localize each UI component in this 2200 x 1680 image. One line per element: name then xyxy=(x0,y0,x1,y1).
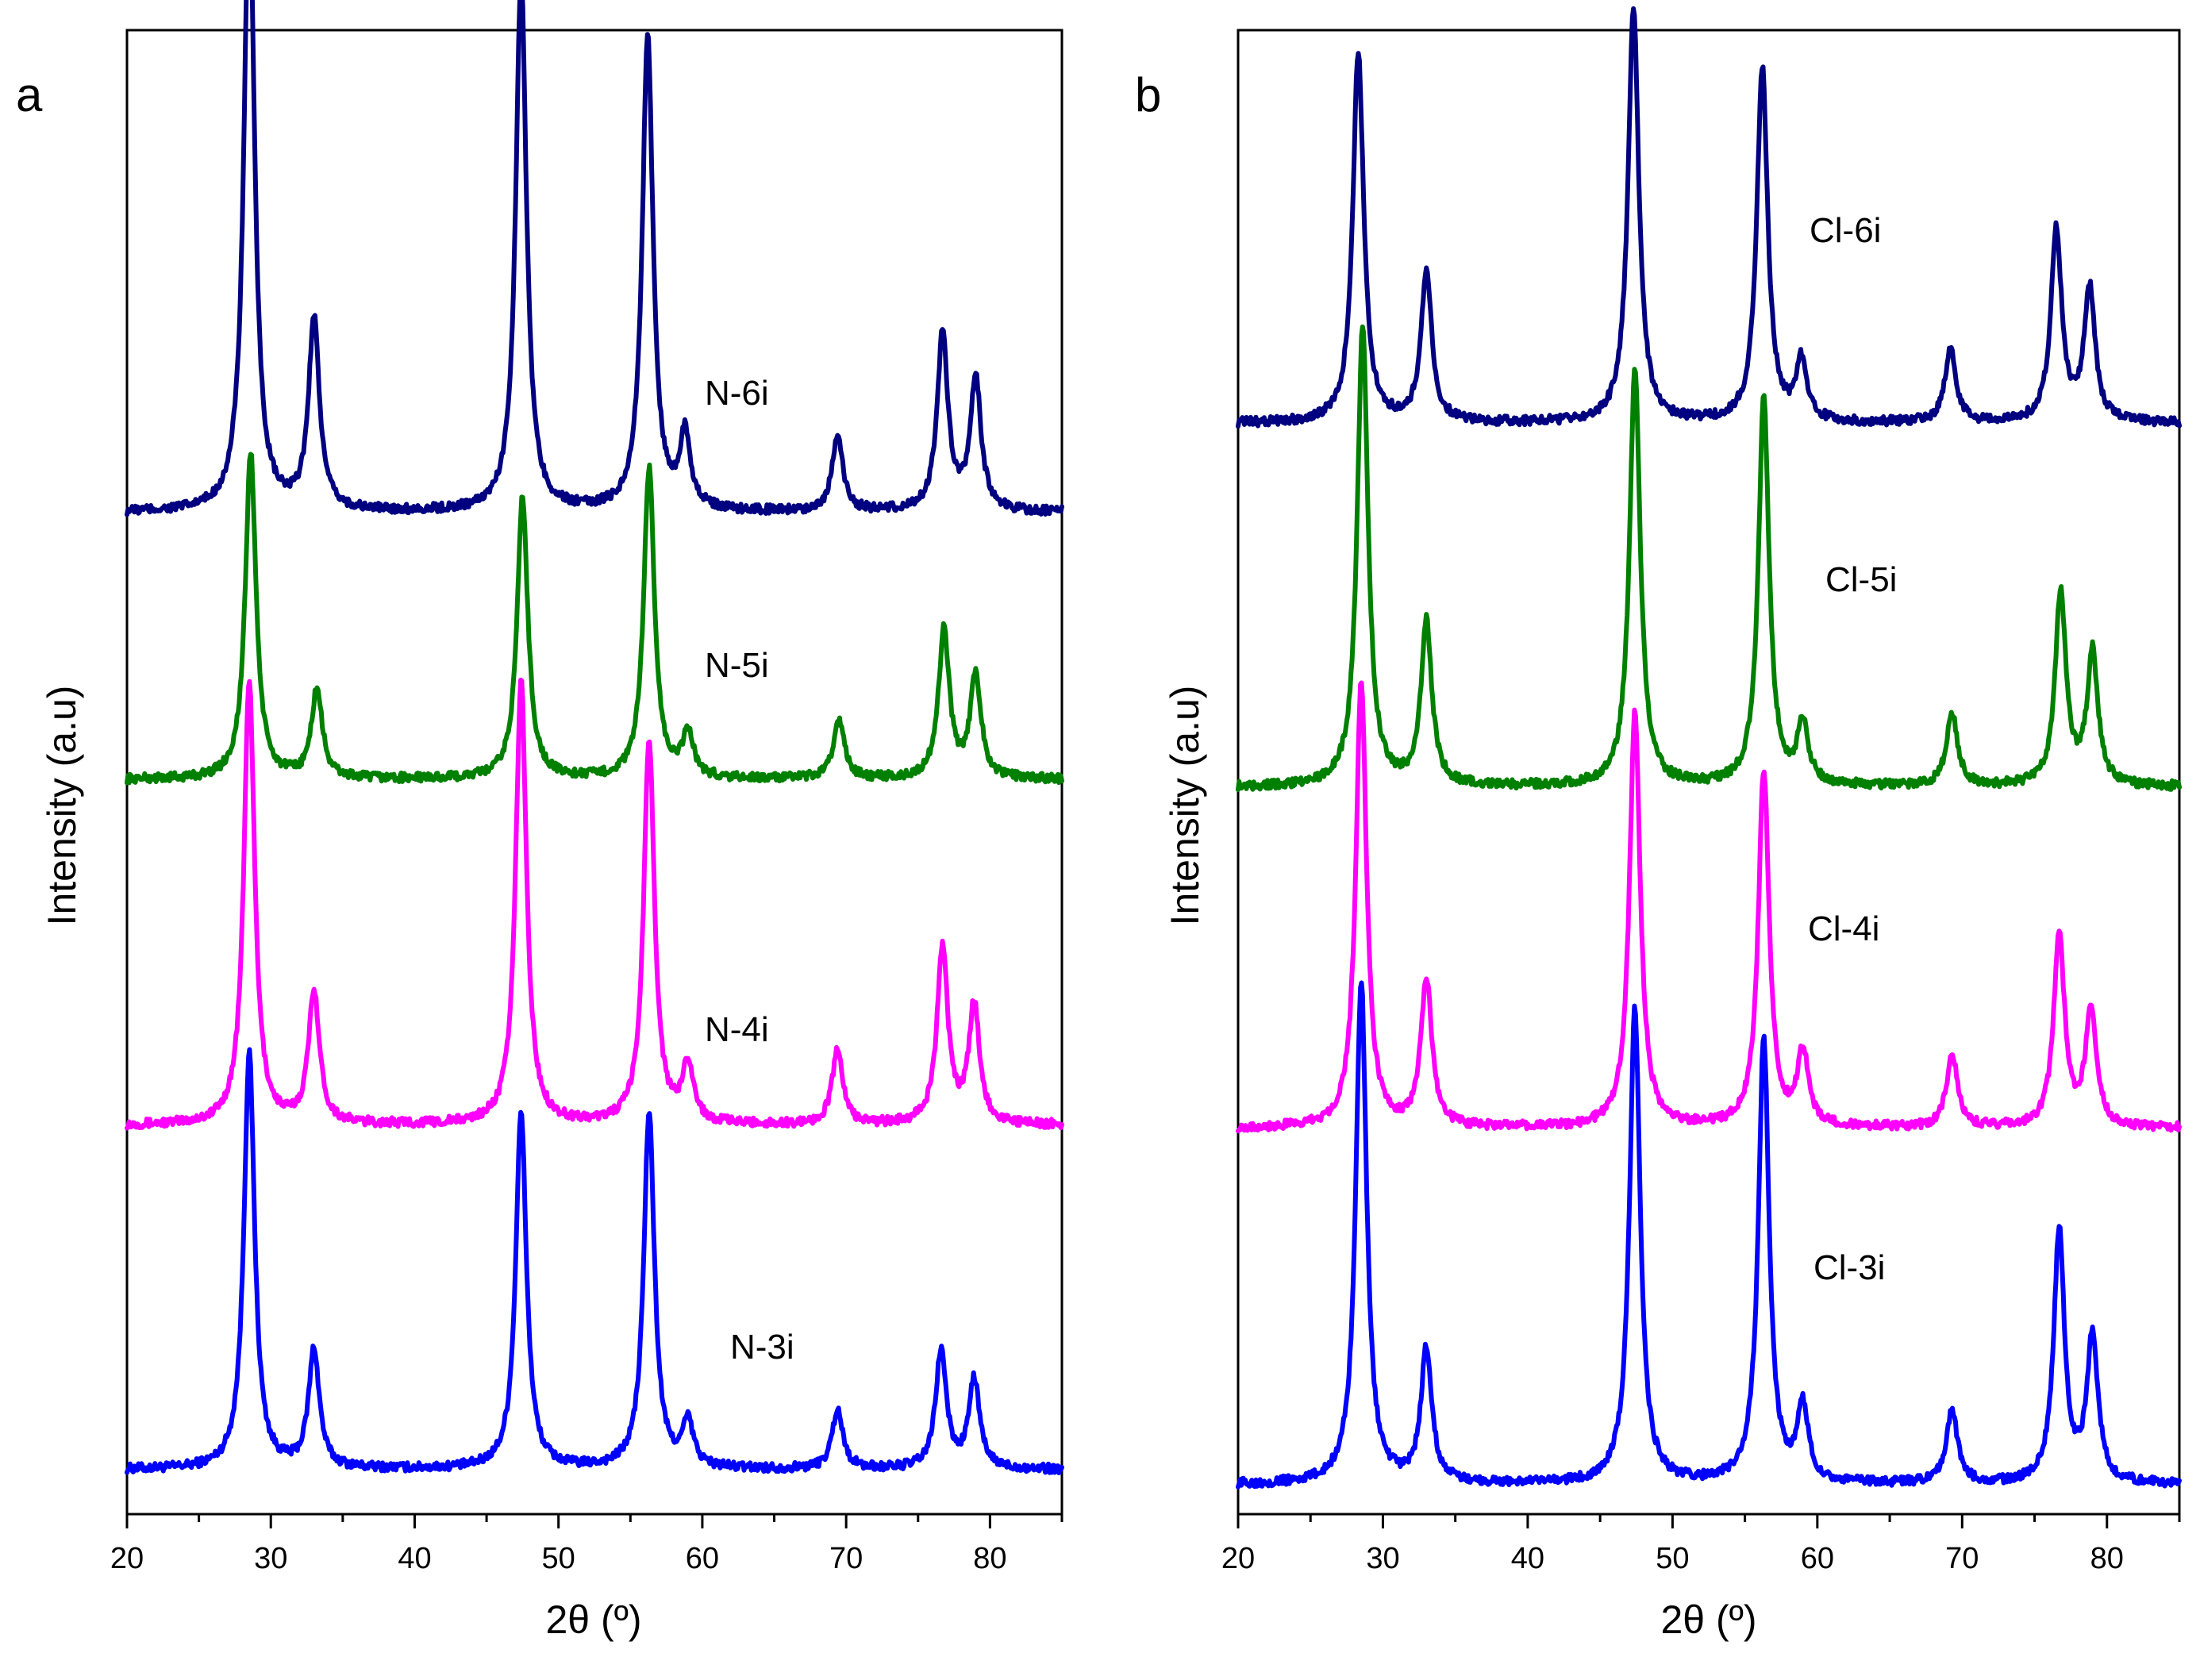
panel-b-y-axis-title: Intensity (a.u) xyxy=(1163,686,1207,926)
panel-b-plot-frame xyxy=(1237,29,2181,1516)
x-tick-label-70: 70 xyxy=(1945,1542,1979,1575)
series-label-n-3i: N-3i xyxy=(730,1328,794,1367)
x-tick-label-60: 60 xyxy=(686,1542,719,1575)
x-tick-label-60: 60 xyxy=(1801,1542,1834,1575)
series-label-cl-5i: Cl-5i xyxy=(1825,560,1897,599)
panel-b-x-axis: 20 30 40 50 60 70 80 xyxy=(1221,1514,2181,1575)
panel-a: a Intensity (a.u) 2θ (º) 20 30 40 50 60 70 80 … xyxy=(16,0,1064,1642)
series-line-cl-6i xyxy=(1236,6,2182,429)
panel-a-x-axis: 20 30 40 50 60 70 80 xyxy=(110,1514,1063,1575)
panel-b-x-axis-title: 2θ (º) xyxy=(1660,1597,1756,1642)
series-line-cl-3i xyxy=(1236,980,2182,1490)
series-label-n-4i: N-4i xyxy=(705,1010,769,1049)
panel-a-series-group xyxy=(125,0,1064,1475)
x-tick-label-30: 30 xyxy=(1366,1542,1399,1575)
x-tick-label-50: 50 xyxy=(542,1542,575,1575)
series-label-cl-4i: Cl-4i xyxy=(1808,909,1879,948)
panel-b-letter: b xyxy=(1135,68,1161,121)
panel-a-plot-frame xyxy=(125,29,1063,1516)
series-label-cl-3i: Cl-3i xyxy=(1813,1248,1885,1287)
x-tick-label-80: 80 xyxy=(973,1542,1006,1575)
series-line-n-5i xyxy=(125,452,1064,786)
series-line-cl-4i xyxy=(1236,680,2182,1134)
panel-a-letter: a xyxy=(16,68,43,121)
x-tick-label-20: 20 xyxy=(110,1542,144,1575)
series-label-n-6i: N-6i xyxy=(705,374,769,413)
x-tick-label-40: 40 xyxy=(1511,1542,1544,1575)
x-tick-label-80: 80 xyxy=(2090,1542,2124,1575)
x-tick-label-20: 20 xyxy=(1221,1542,1255,1575)
x-tick-label-40: 40 xyxy=(398,1542,431,1575)
series-line-n-4i xyxy=(125,677,1064,1131)
series-label-cl-6i: Cl-6i xyxy=(1810,211,1881,250)
panel-a-x-axis-title: 2θ (º) xyxy=(545,1597,641,1642)
series-line-n-6i xyxy=(125,0,1064,517)
x-tick-label-70: 70 xyxy=(829,1542,863,1575)
panel-b: b Intensity (a.u) 2θ (º) 20 30 40 50 60 70 80 … xyxy=(1135,6,2182,1642)
series-label-n-5i: N-5i xyxy=(705,646,769,685)
x-tick-label-30: 30 xyxy=(254,1542,287,1575)
panel-a-y-axis-title: Intensity (a.u) xyxy=(40,686,84,926)
x-tick-label-50: 50 xyxy=(1656,1542,1689,1575)
series-line-cl-5i xyxy=(1236,324,2182,793)
panel-a-series-labels: N-6i N-5i N-4i N-3i xyxy=(705,374,794,1367)
panel-b-series-labels: Cl-6i Cl-5i Cl-4i Cl-3i xyxy=(1808,211,1897,1287)
series-line-n-3i xyxy=(125,1047,1064,1475)
panel-b-series-group xyxy=(1236,6,2182,1490)
